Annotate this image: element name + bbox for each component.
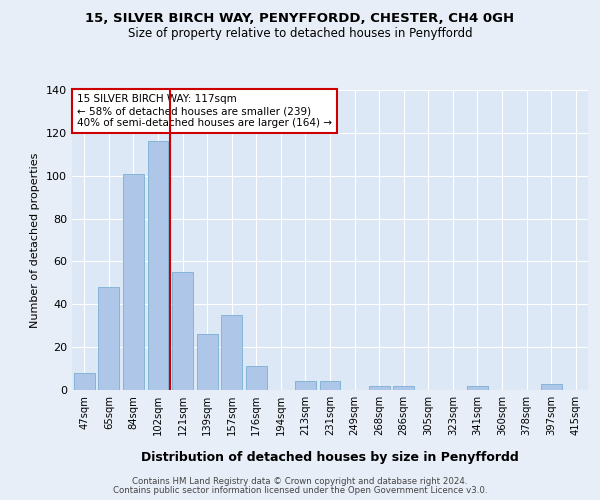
Bar xyxy=(123,174,144,390)
Bar xyxy=(197,334,218,390)
Text: 15, SILVER BIRCH WAY, PENYFFORDD, CHESTER, CH4 0GH: 15, SILVER BIRCH WAY, PENYFFORDD, CHESTE… xyxy=(85,12,515,26)
Bar xyxy=(467,386,488,390)
Y-axis label: Number of detached properties: Number of detached properties xyxy=(31,152,40,328)
Bar xyxy=(98,287,119,390)
Text: Size of property relative to detached houses in Penyffordd: Size of property relative to detached ho… xyxy=(128,28,472,40)
Text: 15 SILVER BIRCH WAY: 117sqm
← 58% of detached houses are smaller (239)
40% of se: 15 SILVER BIRCH WAY: 117sqm ← 58% of det… xyxy=(77,94,332,128)
Bar xyxy=(295,382,316,390)
Bar xyxy=(368,386,389,390)
Bar xyxy=(148,142,169,390)
Text: Distribution of detached houses by size in Penyffordd: Distribution of detached houses by size … xyxy=(141,451,519,464)
Bar xyxy=(172,272,193,390)
Bar xyxy=(221,315,242,390)
Bar xyxy=(74,373,95,390)
Bar xyxy=(541,384,562,390)
Bar xyxy=(320,382,340,390)
Text: Contains HM Land Registry data © Crown copyright and database right 2024.: Contains HM Land Registry data © Crown c… xyxy=(132,477,468,486)
Bar xyxy=(246,366,267,390)
Bar xyxy=(393,386,414,390)
Text: Contains public sector information licensed under the Open Government Licence v3: Contains public sector information licen… xyxy=(113,486,487,495)
